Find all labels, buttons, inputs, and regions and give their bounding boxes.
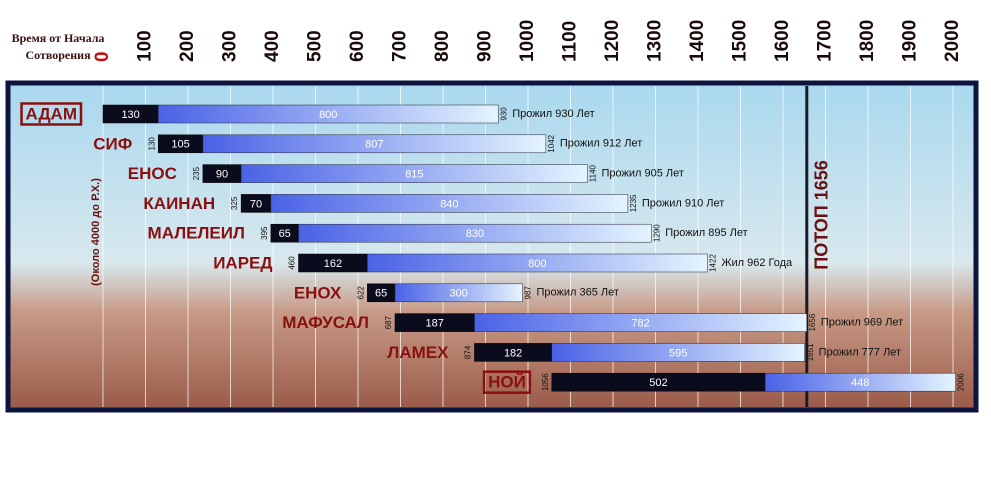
- bar-label: 105: [171, 139, 189, 151]
- bar-label: 300: [450, 288, 468, 300]
- person-name: СИФ: [93, 134, 132, 153]
- person-name: ЛАМЕХ: [387, 343, 449, 362]
- birth-year: 1056: [541, 373, 550, 391]
- x-tick-label: 700: [390, 30, 411, 62]
- person-name: НОЙ: [488, 373, 526, 392]
- x-tick-label: 1400: [687, 20, 708, 62]
- bar-label: 70: [250, 198, 262, 210]
- bar-after-son: [240, 164, 588, 183]
- lifespan-label: Прожил 969 Лет: [821, 317, 903, 329]
- lifespan-label: Прожил 777 Лет: [819, 346, 901, 358]
- bar-after-son: [764, 372, 956, 392]
- lifespan-label: Прожил 905 Лет: [602, 168, 684, 180]
- x-tick-label: 1800: [857, 20, 878, 62]
- birth-year: 687: [384, 315, 393, 329]
- x-tick-label: 1900: [900, 20, 921, 62]
- death-year: 1235: [629, 194, 638, 212]
- x-tick-label: 800: [432, 30, 453, 62]
- bar-label: 782: [631, 318, 649, 330]
- birth-year: 395: [260, 226, 269, 240]
- death-year: 1422: [708, 254, 717, 272]
- x-tick-label: 500: [305, 30, 326, 62]
- x-tick-label: 1000: [517, 20, 538, 62]
- x-tick-label: 1300: [645, 20, 666, 62]
- x-tick-label: 900: [475, 30, 496, 62]
- x-tick-label: 1500: [730, 20, 751, 62]
- birth-year: 325: [230, 196, 239, 210]
- death-year: 930: [499, 107, 508, 121]
- bar-after-son: [270, 194, 629, 213]
- person-name: КАИНАН: [143, 194, 215, 213]
- person-name: АДАМ: [26, 104, 77, 123]
- bar-label: 815: [405, 169, 423, 181]
- bar-after-son: [394, 283, 523, 303]
- birth-year: 874: [464, 345, 473, 359]
- lifespan-label: Прожил 910 Лет: [642, 197, 724, 209]
- bar-label: 502: [649, 377, 667, 389]
- death-year: 2006: [957, 373, 966, 391]
- bar-label: 65: [279, 228, 291, 240]
- lifespan-label: Прожил 365 Лет: [536, 287, 618, 299]
- person-name: ИАРЕД: [213, 253, 272, 272]
- person-name: ЕНОХ: [294, 283, 342, 302]
- bar-label: 90: [216, 169, 228, 181]
- x-axis-title: Время от Начала: [12, 31, 105, 45]
- bar-label: 807: [365, 139, 383, 151]
- lifespan-label: Жил 962 Года: [721, 257, 793, 269]
- x-axis-title: Сотворения: [25, 48, 91, 62]
- bar-after-son: [298, 223, 652, 243]
- birth-year: 622: [356, 286, 365, 300]
- x-tick-label: 1600: [772, 20, 793, 62]
- death-year: 1042: [547, 134, 556, 152]
- bar-after-son: [551, 343, 805, 362]
- death-year: 1651: [806, 343, 815, 361]
- birth-year: 130: [147, 137, 156, 151]
- bar-label: 800: [319, 109, 337, 121]
- death-year: 1656: [808, 313, 817, 331]
- bar-label: 65: [375, 288, 387, 300]
- bar-label: 830: [466, 228, 484, 240]
- x-tick-label: 300: [220, 30, 241, 62]
- birth-year: 235: [192, 166, 201, 180]
- y-axis-title: (Около 4000 до Р.Х.): [90, 178, 102, 286]
- flood-label: ПОТОП 1656: [812, 160, 832, 269]
- x-tick-label: 600: [347, 30, 368, 62]
- bar-label: 448: [851, 377, 869, 389]
- bar-label: 162: [324, 258, 342, 270]
- bar-after-son: [474, 313, 808, 332]
- lifespan-label: Прожил 895 Лет: [665, 227, 747, 239]
- bar-label: 130: [121, 109, 139, 121]
- x-tick-label: 200: [177, 30, 198, 62]
- x-tick-label: 1200: [602, 20, 623, 62]
- bar-label: 800: [528, 258, 546, 270]
- x-tick-label: 100: [135, 30, 156, 62]
- death-year: 1140: [589, 164, 598, 182]
- x-tick-label: 2000: [942, 20, 963, 62]
- bar-after-son: [158, 104, 499, 124]
- bar-label: 187: [426, 318, 444, 330]
- bar-label: 840: [440, 198, 458, 210]
- lifespan-label: Прожил 930 Лет: [512, 108, 594, 120]
- x-tick-label: 400: [262, 30, 283, 62]
- bar-label: 182: [504, 347, 522, 359]
- bar-after-son: [367, 253, 708, 273]
- name-box: [20, 102, 83, 126]
- x-tick-label: 0: [92, 51, 113, 62]
- bar-after-son: [202, 134, 547, 154]
- birth-year: 460: [288, 256, 297, 270]
- lifespan-label: Прожил 912 Лет: [560, 138, 642, 150]
- x-tick-label: 1700: [815, 20, 836, 62]
- x-tick-label: 1100: [560, 21, 581, 62]
- person-name: ЕНОС: [128, 164, 177, 183]
- bar-label: 595: [669, 347, 687, 359]
- death-year: 1290: [652, 224, 661, 242]
- person-name: МАФУСАЛ: [282, 313, 369, 332]
- person-name: МАЛЕЛЕИЛ: [148, 224, 245, 243]
- name-box: [482, 370, 532, 394]
- death-year: 987: [524, 286, 533, 300]
